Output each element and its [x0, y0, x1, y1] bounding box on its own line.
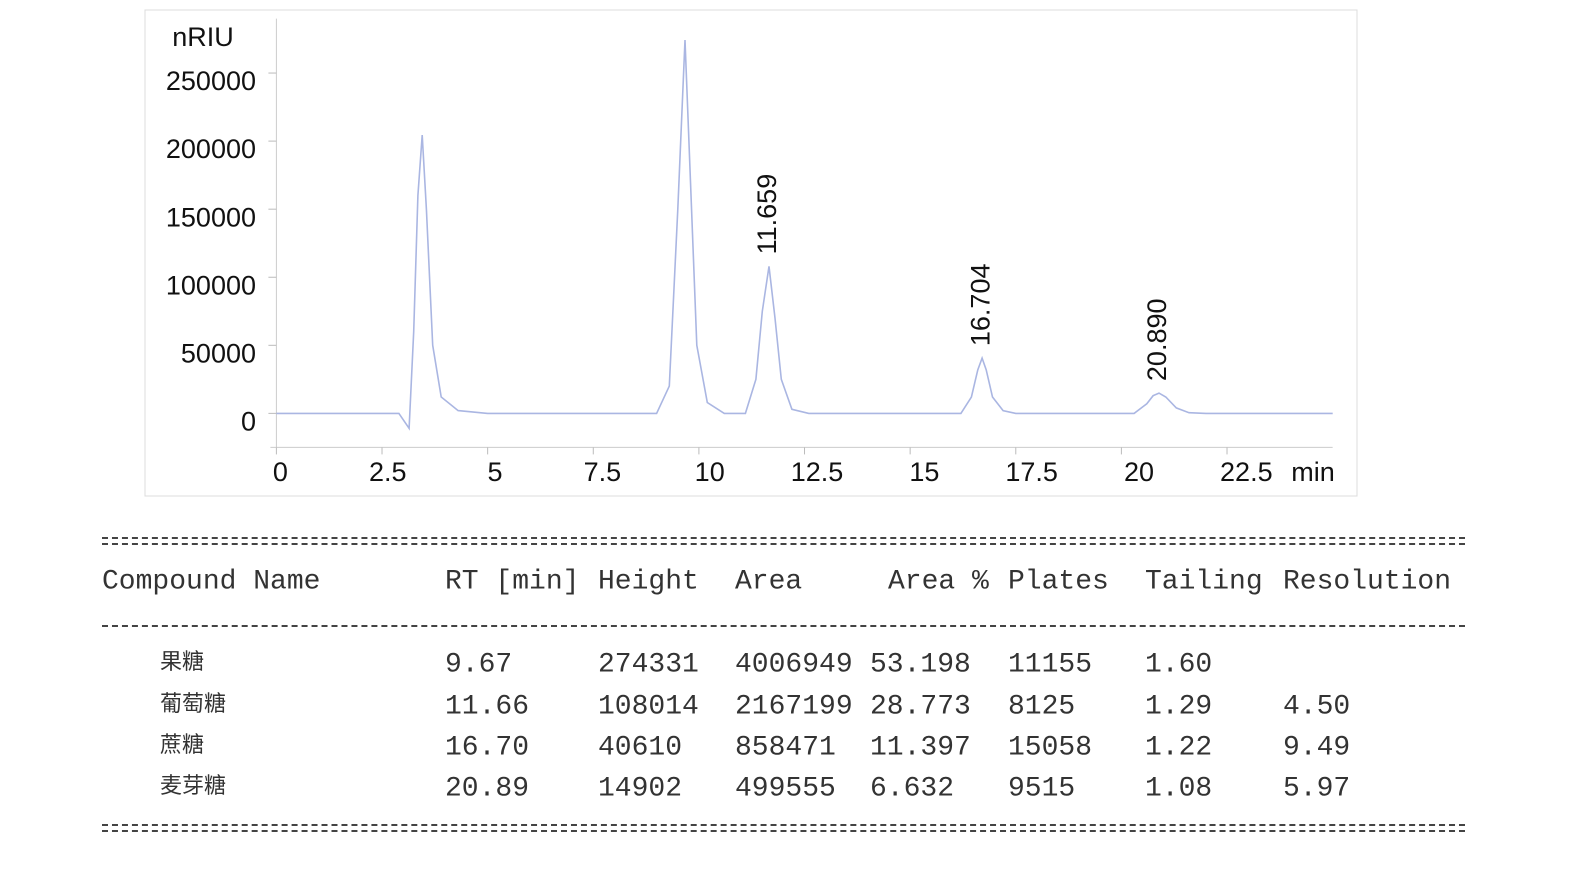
table-cell: 1.29 [1145, 691, 1213, 723]
trace [276, 39, 1333, 431]
table-cell: 108014 [598, 691, 699, 723]
table-cell: Plates [1008, 566, 1109, 598]
table-cell: 11155 [1008, 649, 1093, 681]
peak-label: 20.890 [1142, 298, 1172, 381]
x-tick-label: 2.5 [369, 457, 407, 487]
table-cell: 11.397 [870, 732, 971, 764]
table-cell: 274331 [598, 649, 699, 681]
y-tick-label: 200000 [166, 134, 256, 164]
peak-label: 16.704 [965, 264, 995, 347]
table-cell: 28.773 [870, 691, 971, 723]
rule [102, 625, 1465, 627]
table-cell: 53.198 [870, 649, 971, 681]
x-tick-label: 20 [1124, 457, 1154, 487]
x-tick-label: 12.5 [791, 457, 844, 487]
y-axis-label: nRIU [172, 22, 234, 52]
y-tick-label: 250000 [166, 66, 256, 96]
table-cell: Area % [888, 566, 989, 598]
table-cell: 9.49 [1283, 732, 1351, 764]
table-cell: 499555 [735, 773, 836, 805]
x-axis-label: min [1291, 457, 1335, 487]
table-cell: 8125 [1008, 691, 1076, 723]
table-cell: 2167199 [735, 691, 853, 723]
table-cell: 9515 [1008, 773, 1076, 805]
table-cell: Resolution [1283, 566, 1452, 598]
x-tick-label: 5 [488, 457, 503, 487]
table-cell: 6.632 [870, 773, 955, 805]
chart-frame [144, 9, 1358, 497]
table-cell: RT [min] [445, 566, 580, 598]
table-cell: Area [735, 566, 803, 598]
x-tick-label: 10 [695, 457, 725, 487]
table-cell: 20.89 [445, 773, 530, 805]
y-tick-label: 100000 [166, 270, 256, 300]
x-tick-label: 15 [909, 457, 939, 487]
chart: nRIU min 0 50000 100000 150000 200000 250000 0… [144, 9, 1358, 497]
table-cell: 1.22 [1145, 732, 1213, 764]
table-cell: 4006949 [735, 649, 853, 681]
table-cell: 4.50 [1283, 691, 1351, 723]
table-cell: 40610 [598, 732, 683, 764]
x-tick-label: 0 [273, 457, 288, 487]
y-tick-label: 150000 [166, 202, 256, 232]
table-cell: 15058 [1008, 732, 1093, 764]
table-cell: 葡萄糖 [160, 692, 227, 717]
y-tick-label: 50000 [181, 338, 256, 368]
table-cell: 858471 [735, 732, 836, 764]
x-tick-label: 17.5 [1005, 457, 1058, 487]
table-cell: Tailing [1145, 566, 1263, 598]
table-cell: 果糖 [160, 650, 205, 675]
table-cell: 11.66 [445, 691, 530, 723]
peak-label: 11.659 [752, 174, 782, 255]
table-cell: 5.97 [1283, 773, 1351, 805]
double-rule [102, 537, 1465, 545]
table-cell: 9.67 [445, 649, 513, 681]
double-rule [102, 824, 1465, 832]
y-tick-label: 0 [241, 406, 256, 436]
x-tick-label: 22.5 [1220, 457, 1273, 487]
table-cell: 16.70 [445, 732, 530, 764]
table-cell: 14902 [598, 773, 683, 805]
table-cell: 蔗糖 [160, 733, 205, 758]
table-cell: 麦芽糖 [160, 774, 227, 799]
table-cell: 1.08 [1145, 773, 1213, 805]
table-cell: Compound Name [102, 566, 321, 598]
table-cell: 1.60 [1145, 649, 1213, 681]
table-cell: Height [598, 566, 699, 598]
x-tick-label: 7.5 [584, 457, 622, 487]
